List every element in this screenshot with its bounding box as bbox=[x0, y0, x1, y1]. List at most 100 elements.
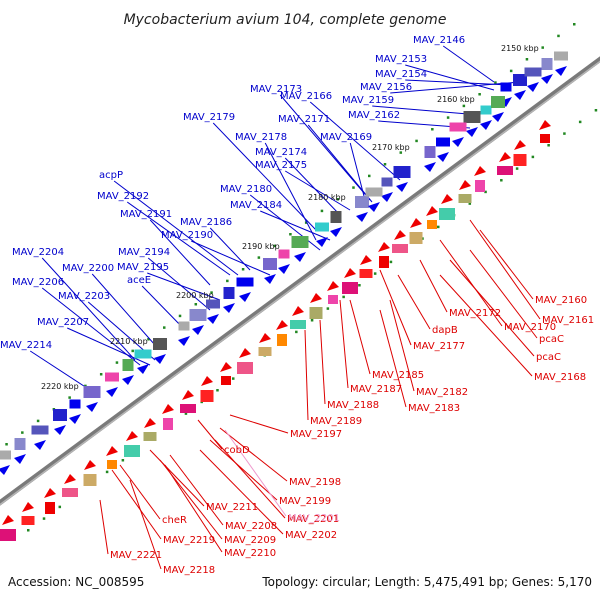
forward-gene-label[interactable]: MAV_2154 bbox=[375, 69, 427, 80]
forward-gene-label[interactable]: MAV_2186 bbox=[180, 217, 232, 228]
reverse-gene-label[interactable]: MAV_2185 bbox=[372, 370, 424, 381]
forward-gene-label[interactable]: aceE bbox=[127, 275, 151, 286]
forward-gene-label[interactable]: MAV_2214 bbox=[0, 340, 52, 351]
reverse-label-connector bbox=[389, 299, 415, 392]
tick-mark bbox=[115, 361, 119, 364]
forward-gene-label[interactable]: MAV_2162 bbox=[348, 110, 400, 121]
forward-gene-arrow bbox=[86, 402, 98, 412]
scale-label: 2160 kbp bbox=[437, 95, 475, 104]
reverse-gene-label[interactable]: MAV_2172 bbox=[449, 308, 501, 319]
forward-gene bbox=[153, 338, 167, 350]
forward-gene-label[interactable]: MAV_2184 bbox=[230, 200, 282, 211]
reverse-gene-label[interactable]: pcaC bbox=[536, 352, 561, 363]
forward-gene-label[interactable]: MAV_2174 bbox=[255, 147, 307, 158]
forward-gene-arrow bbox=[452, 137, 464, 147]
reverse-gene-label[interactable]: cheR bbox=[162, 515, 187, 526]
reverse-gene-label[interactable]: MAV_2201 bbox=[287, 514, 339, 525]
forward-gene-label[interactable]: MAV_2203 bbox=[58, 291, 110, 302]
forward-gene-arrow bbox=[396, 182, 408, 192]
forward-gene-label[interactable]: MAV_2169 bbox=[320, 132, 372, 143]
forward-gene-label[interactable]: MAV_2153 bbox=[375, 54, 427, 65]
reverse-gene-label[interactable]: MAV_2209 bbox=[224, 535, 276, 546]
forward-gene-label[interactable]: MAV_2178 bbox=[235, 132, 287, 143]
reverse-gene-arrow bbox=[64, 474, 76, 484]
highlight-gene-label[interactable]: MAV_2201 bbox=[288, 513, 340, 524]
forward-label-connector bbox=[372, 105, 481, 116]
tick-mark bbox=[541, 46, 544, 49]
forward-gene-label[interactable]: MAV_2166 bbox=[280, 91, 332, 102]
forward-gene-label[interactable]: MAV_2206 bbox=[12, 277, 64, 288]
tick-mark bbox=[178, 314, 182, 318]
reverse-gene-label[interactable]: MAV_2187 bbox=[350, 384, 402, 395]
forward-gene-arrow bbox=[207, 314, 219, 324]
reverse-gene bbox=[83, 474, 97, 486]
forward-gene-label[interactable]: MAV_2173 bbox=[250, 84, 302, 95]
forward-gene-label[interactable]: MAV_2175 bbox=[255, 160, 307, 171]
forward-gene-arrow bbox=[34, 440, 46, 450]
forward-gene-label[interactable]: MAV_2204 bbox=[12, 247, 64, 258]
forward-label-connector bbox=[126, 201, 231, 276]
reverse-gene-label[interactable]: MAV_2199 bbox=[279, 496, 331, 507]
reverse-gene-label[interactable]: MAV_2219 bbox=[163, 535, 215, 546]
reverse-gene-label[interactable]: dapB bbox=[432, 325, 458, 336]
reverse-gene-label[interactable]: MAV_2160 bbox=[535, 295, 587, 306]
forward-gene-label[interactable]: MAV_2190 bbox=[161, 230, 213, 241]
reverse-label-connector bbox=[197, 419, 223, 450]
forward-gene-label[interactable]: MAV_2200 bbox=[62, 263, 114, 274]
reverse-gene-label[interactable]: MAV_2208 bbox=[225, 521, 277, 532]
reverse-gene-arrow bbox=[426, 206, 438, 216]
reverse-gene-label[interactable]: MAV_2161 bbox=[542, 315, 594, 326]
forward-gene-label[interactable]: acpP bbox=[99, 170, 123, 181]
tick-mark bbox=[131, 349, 134, 353]
gene-track bbox=[0, 51, 568, 541]
forward-gene-label[interactable]: MAV_2146 bbox=[413, 35, 465, 46]
reverse-gene-label[interactable]: MAV_2202 bbox=[285, 530, 337, 541]
reverse-gene-label[interactable]: MAV_2182 bbox=[416, 387, 468, 398]
reverse-gene-label[interactable]: MAV_2189 bbox=[310, 416, 362, 427]
forward-gene-label[interactable]: MAV_2171 bbox=[278, 114, 330, 125]
reverse-gene-label[interactable]: MAV_2218 bbox=[163, 565, 215, 576]
forward-gene-label[interactable]: MAV_2159 bbox=[342, 95, 394, 106]
tick-mark bbox=[468, 202, 472, 205]
reverse-label-connector bbox=[169, 454, 224, 526]
forward-gene bbox=[513, 74, 527, 86]
reverse-gene-label[interactable]: MAV_2221 bbox=[110, 550, 162, 561]
reverse-gene-label[interactable]: MAV_2170 bbox=[504, 322, 556, 333]
forward-gene-arrow bbox=[122, 375, 134, 385]
forward-gene-label[interactable]: MAV_2191 bbox=[120, 209, 172, 220]
tick-mark bbox=[99, 373, 103, 376]
reverse-label-connector bbox=[379, 269, 412, 346]
reverse-gene-label[interactable]: MAV_2211 bbox=[206, 502, 258, 513]
reverse-gene-label[interactable]: MAV_2177 bbox=[413, 341, 465, 352]
tick-mark bbox=[184, 412, 188, 415]
forward-gene-label[interactable]: MAV_2179 bbox=[183, 112, 235, 123]
forward-gene-label[interactable]: MAV_2156 bbox=[360, 82, 412, 93]
tick-mark bbox=[304, 221, 308, 224]
reverse-gene-label[interactable]: MAV_2197 bbox=[290, 429, 342, 440]
tick-mark bbox=[594, 109, 598, 112]
reverse-gene-label[interactable]: MAV_2183 bbox=[408, 403, 460, 414]
reverse-gene-label[interactable]: cobD bbox=[224, 445, 250, 456]
reverse-gene-label[interactable]: MAV_2168 bbox=[534, 372, 586, 383]
reverse-gene-label[interactable]: MAV_2198 bbox=[289, 477, 341, 488]
reverse-gene-label[interactable]: MAV_2210 bbox=[224, 548, 276, 559]
reverse-gene-arrow bbox=[22, 502, 34, 512]
reverse-gene-label[interactable]: MAV_2188 bbox=[327, 400, 379, 411]
forward-gene bbox=[381, 177, 393, 187]
tick-mark bbox=[105, 470, 109, 474]
forward-gene-label[interactable]: MAV_2180 bbox=[220, 184, 272, 195]
reverse-gene-arrow bbox=[474, 166, 486, 176]
forward-label-connector bbox=[41, 257, 136, 361]
forward-gene-label[interactable]: MAV_2194 bbox=[118, 247, 170, 258]
forward-gene-label[interactable]: MAV_2192 bbox=[97, 191, 149, 202]
reverse-label-connector bbox=[229, 414, 289, 434]
tick-mark bbox=[226, 279, 229, 283]
reverse-label-connector bbox=[349, 299, 371, 375]
reverse-gene bbox=[258, 347, 272, 356]
tick-mark bbox=[547, 144, 550, 147]
forward-label-connector bbox=[284, 157, 341, 216]
forward-gene-label[interactable]: MAV_2207 bbox=[37, 317, 89, 328]
forward-gene-label[interactable]: MAV_2195 bbox=[117, 262, 169, 273]
forward-gene bbox=[83, 386, 101, 398]
reverse-gene-label[interactable]: pcaC bbox=[539, 334, 564, 345]
